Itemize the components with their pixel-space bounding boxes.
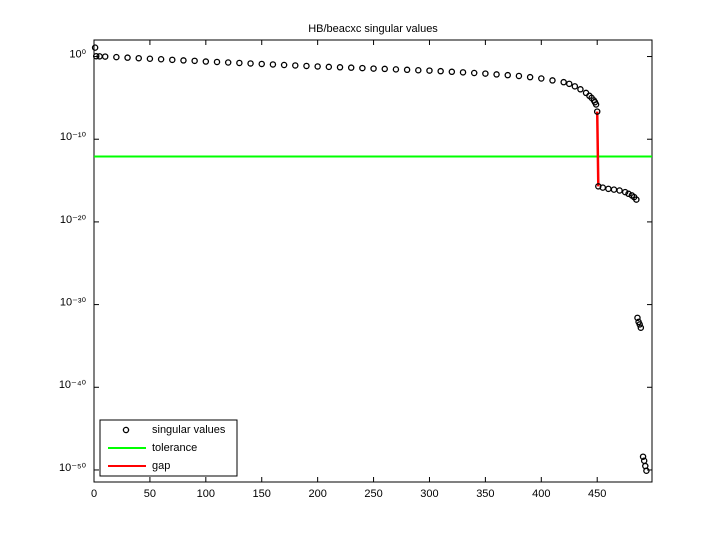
data-point: [437, 67, 444, 75]
data-point: [280, 61, 288, 69]
x-tick-label: 200: [308, 488, 326, 500]
data-point: [571, 83, 579, 90]
data-point: [621, 188, 629, 196]
data-point: [515, 72, 523, 80]
chart-title: HB/beacxc singular values: [308, 23, 438, 35]
data-point: [482, 70, 489, 77]
data-point: [549, 77, 556, 84]
legend-label: gap: [152, 460, 170, 472]
y-tick-label: 10⁻⁴⁰: [59, 379, 87, 391]
data-point: [636, 321, 643, 328]
data-point: [577, 86, 584, 93]
x-tick-label: 300: [420, 488, 438, 500]
data-point: [470, 69, 478, 77]
data-point: [213, 58, 221, 66]
data-point: [146, 55, 154, 62]
plot-frame: [93, 39, 653, 483]
data-point: [314, 63, 321, 70]
data-point: [566, 80, 573, 88]
data-point: [258, 60, 265, 68]
y-tick-label: 10⁰: [69, 48, 86, 60]
data-point: [616, 187, 623, 194]
gap-line: [595, 111, 600, 187]
data-point: [637, 324, 645, 331]
legend-label: singular values: [152, 424, 226, 436]
data-point: [124, 54, 131, 61]
data-point: [593, 108, 601, 115]
data-point: [403, 66, 411, 74]
data-point: [202, 58, 210, 65]
data-point: [269, 61, 277, 68]
data-point: [392, 66, 400, 73]
data-point: [169, 56, 176, 64]
x-tick-label: 100: [197, 488, 215, 500]
data-point: [526, 73, 534, 81]
data-point: [347, 64, 355, 71]
x-tick-label: 50: [144, 488, 156, 500]
data-point: [415, 66, 422, 74]
y-tick-label: 10⁻²⁰: [60, 214, 87, 226]
data-point: [633, 196, 640, 203]
data-point: [325, 63, 333, 71]
x-tick-label: 400: [532, 488, 550, 500]
data-point: [381, 65, 388, 73]
data-point: [157, 55, 165, 63]
data-point: [592, 101, 600, 108]
data-point: [336, 64, 344, 71]
x-tick-label: 350: [476, 488, 494, 500]
data-point: [224, 59, 232, 66]
x-tick-label: 450: [588, 488, 606, 500]
x-tick-label: 0: [91, 488, 97, 500]
y-tick-label: 10⁻³⁰: [60, 296, 87, 308]
y-tick-label: 10⁻¹⁰: [60, 131, 87, 143]
data-point: [292, 62, 299, 69]
data-point: [359, 64, 366, 72]
legend-marker: [122, 426, 130, 434]
data-point: [303, 62, 310, 70]
data-point: [560, 78, 567, 86]
data-point: [459, 69, 467, 76]
legend-label: tolerance: [152, 442, 197, 454]
data-point: [92, 52, 100, 60]
data-point: [191, 57, 198, 65]
data-point: [426, 67, 433, 74]
data-point: [113, 53, 120, 61]
data-point: [625, 190, 632, 198]
x-tick-label: 150: [253, 488, 271, 500]
data-point: [634, 314, 641, 322]
data-point: [236, 59, 243, 67]
data-point: [135, 54, 142, 62]
data-point: [247, 60, 254, 67]
y-tick-label: 10⁻⁵⁰: [59, 462, 87, 474]
data-point: [370, 65, 377, 72]
data-point: [101, 53, 109, 60]
data-point: [538, 75, 545, 82]
data-point: [493, 71, 500, 78]
data-point: [448, 68, 456, 76]
data-point: [91, 44, 99, 51]
data-point: [180, 57, 187, 64]
data-point: [639, 453, 647, 460]
data-point: [643, 467, 650, 475]
x-tick-label: 250: [364, 488, 382, 500]
data-point: [504, 71, 511, 79]
